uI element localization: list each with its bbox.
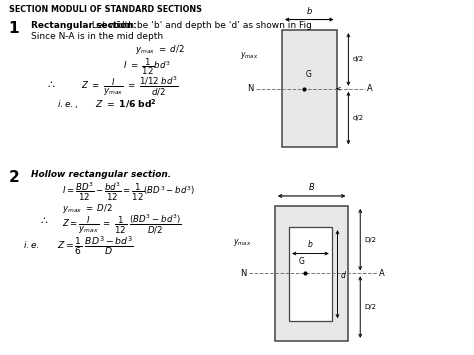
Text: $I = \dfrac{BD^3}{12} - \dfrac{bd^3}{12} = \dfrac{1}{12}(BD^3 - bd^3)$: $I = \dfrac{BD^3}{12} - \dfrac{bd^3}{12}… xyxy=(62,181,195,203)
Text: D/2: D/2 xyxy=(364,304,376,310)
Text: $\therefore$: $\therefore$ xyxy=(38,215,48,225)
Text: $b$: $b$ xyxy=(306,5,313,16)
Text: $I\ =\ \dfrac{1}{12}bd^3$: $I\ =\ \dfrac{1}{12}bd^3$ xyxy=(123,57,171,77)
Text: d/2: d/2 xyxy=(352,115,363,121)
Text: N: N xyxy=(247,84,254,93)
Text: $y_{max}$: $y_{max}$ xyxy=(240,50,258,61)
Text: $Z = \dfrac{I}{y_{max}}\ =\ \dfrac{1}{12}\ \dfrac{(BD^3 - bd^3)}{D/2}$: $Z = \dfrac{I}{y_{max}}\ =\ \dfrac{1}{12… xyxy=(62,213,182,236)
Text: D/2: D/2 xyxy=(364,237,376,242)
Text: 2: 2 xyxy=(9,170,19,185)
Text: A: A xyxy=(367,84,373,93)
Text: G: G xyxy=(306,70,311,79)
Text: $Z\ =\ \dfrac{I}{y_{max}}\ =\ \dfrac{1/12\;bd^3}{d/2}$: $Z\ =\ \dfrac{I}{y_{max}}\ =\ \dfrac{1/1… xyxy=(81,75,178,98)
Text: Hollow rectangular section.: Hollow rectangular section. xyxy=(31,170,171,179)
Text: d/2: d/2 xyxy=(352,56,363,62)
Text: G: G xyxy=(299,257,304,266)
Text: N: N xyxy=(240,269,246,278)
Bar xyxy=(282,30,337,147)
Text: $y_{max}\ =\ d/2$: $y_{max}\ =\ d/2$ xyxy=(135,43,185,56)
Text: Since N-A is in the mid depth: Since N-A is in the mid depth xyxy=(31,32,163,41)
Text: $i.e.,$: $i.e.,$ xyxy=(57,98,78,110)
Text: 1: 1 xyxy=(9,21,19,36)
Text: $Z = \dfrac{1}{6}\ \dfrac{BD^3 - bd^3}{D}$: $Z = \dfrac{1}{6}\ \dfrac{BD^3 - bd^3}{D… xyxy=(57,234,134,257)
Bar xyxy=(275,206,348,341)
Text: A: A xyxy=(379,269,385,278)
Text: $\therefore$: $\therefore$ xyxy=(45,79,55,89)
Text: $b$: $b$ xyxy=(307,238,314,249)
Text: $y_{max}$: $y_{max}$ xyxy=(233,237,251,248)
Text: $B$: $B$ xyxy=(308,181,315,192)
Text: Rectangular section:: Rectangular section: xyxy=(31,21,137,30)
Text: Let width be ‘b’ and depth be ‘d’ as shown in Fig: Let width be ‘b’ and depth be ‘d’ as sho… xyxy=(89,21,311,30)
Text: $i.e.$: $i.e.$ xyxy=(23,239,39,250)
Text: $d$: $d$ xyxy=(340,269,347,280)
Text: SECTION MODULI OF STANDARD SECTIONS: SECTION MODULI OF STANDARD SECTIONS xyxy=(9,5,202,14)
Text: $Z\ =\ \mathbf{1/6\;bd^2}$: $Z\ =\ \mathbf{1/6\;bd^2}$ xyxy=(95,97,157,110)
Bar xyxy=(289,227,332,321)
Text: $y_{max}\ =\ D/2$: $y_{max}\ =\ D/2$ xyxy=(62,202,112,215)
